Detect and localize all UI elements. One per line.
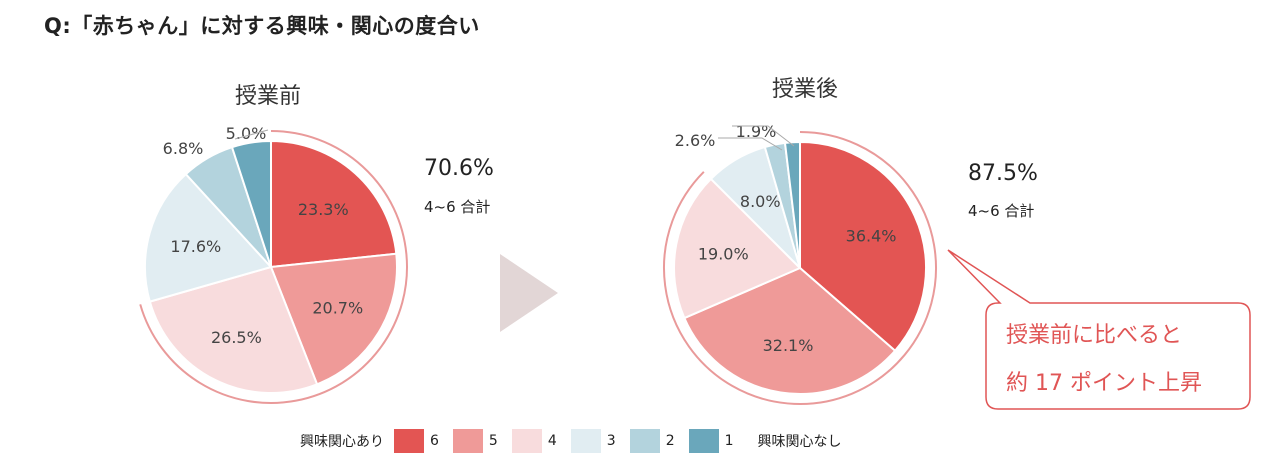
pie-chart-before: 授業前 23.3% 20.7% 26.5% 17.6% 6.8% 5.0% 70.6% 4… [139, 84, 494, 404]
legend-swatch [394, 429, 424, 453]
legend: 興味関心あり 6 5 4 3 2 1 興味関心なし [300, 428, 842, 454]
pie-slice-5 [683, 266, 897, 395]
legend-left-label: 興味関心あり [300, 434, 384, 450]
legend-item-label: 5 [488, 433, 498, 449]
pie-label-4: 19.0% [698, 244, 749, 263]
leader-line-after-2 [718, 137, 783, 151]
pie-label-1: 1.9% [736, 122, 777, 141]
labels-before: 23.3% 20.7% 26.5% 17.6% 6.8% 5.0% [163, 124, 364, 347]
pie-label-5: 32.1% [763, 336, 814, 355]
legend-swatch [511, 429, 542, 453]
legend-swatch [629, 429, 660, 453]
pie-slice-5 [269, 252, 398, 386]
chart-title-before: 授業前 [235, 84, 301, 109]
legend-item-label: 4 [547, 433, 557, 449]
total-caption-before: 4~6 合計 [424, 198, 490, 216]
pie-label-2: 2.6% [675, 131, 716, 150]
total-caption-after: 4~6 合計 [968, 202, 1034, 220]
legend-item: 6 [394, 429, 439, 453]
highlight-arc-before [139, 130, 408, 404]
pie-slice-6 [799, 140, 927, 353]
pie-label-3: 8.0% [740, 192, 781, 211]
callout-line-2: 約 17 ポイント上昇 [1006, 371, 1202, 396]
pie-label-5: 20.7% [312, 299, 363, 318]
pie-label-4: 26.5% [211, 328, 262, 347]
legend-item: 3 [570, 429, 616, 453]
pie-label-6: 23.3% [298, 200, 349, 219]
leader-line-before-1 [234, 129, 269, 140]
pie-slice-1 [783, 140, 801, 269]
pie-slice-4 [148, 265, 319, 394]
pie-slice-1 [230, 139, 272, 268]
legend-item: 1 [688, 429, 734, 453]
legend-swatch [452, 429, 483, 453]
highlight-arc-after [662, 131, 937, 405]
slices-before [144, 139, 398, 394]
legend-item-label: 1 [724, 433, 734, 449]
callout-bubble [947, 249, 1251, 410]
legend-item-label: 2 [665, 433, 675, 449]
total-value-before: 70.6% [424, 156, 494, 181]
callout: 授業前に比べると 約 17 ポイント上昇 [947, 249, 1251, 410]
leader-line-after-1 [732, 125, 795, 147]
pie-chart-after: 授業後 36.4% 32.1% 19.0% 8.0% 2.6% 1.9% 87.5% 4~… [662, 77, 1038, 405]
total-value-after: 87.5% [968, 161, 1038, 186]
legend-item: 5 [452, 429, 498, 453]
legend-item-label: 6 [430, 433, 439, 449]
question-title: Q:「赤ちゃん」に対する興味・関心の度合い [44, 14, 480, 38]
pie-label-3: 17.6% [170, 237, 221, 256]
chart-title-after: 授業後 [772, 77, 838, 102]
legend-item: 2 [629, 429, 675, 453]
pie-label-2: 6.8% [163, 139, 204, 158]
legend-swatch [688, 429, 719, 453]
pie-slice-3 [144, 172, 273, 303]
pie-label-6: 36.4% [846, 227, 897, 246]
callout-line-1: 授業前に比べると [1006, 323, 1182, 348]
arrow-right-icon [500, 254, 558, 332]
legend-right-label: 興味関心なし [757, 434, 842, 450]
pie-slice-6 [270, 139, 398, 269]
labels-after: 36.4% 32.1% 19.0% 8.0% 2.6% 1.9% [675, 122, 897, 355]
pie-label-1: 5.0% [226, 124, 267, 143]
legend-item: 4 [511, 429, 557, 453]
legend-item-label: 3 [606, 433, 616, 449]
pie-slice-4 [673, 177, 802, 320]
slices-after [673, 140, 927, 395]
legend-swatch [570, 429, 601, 453]
